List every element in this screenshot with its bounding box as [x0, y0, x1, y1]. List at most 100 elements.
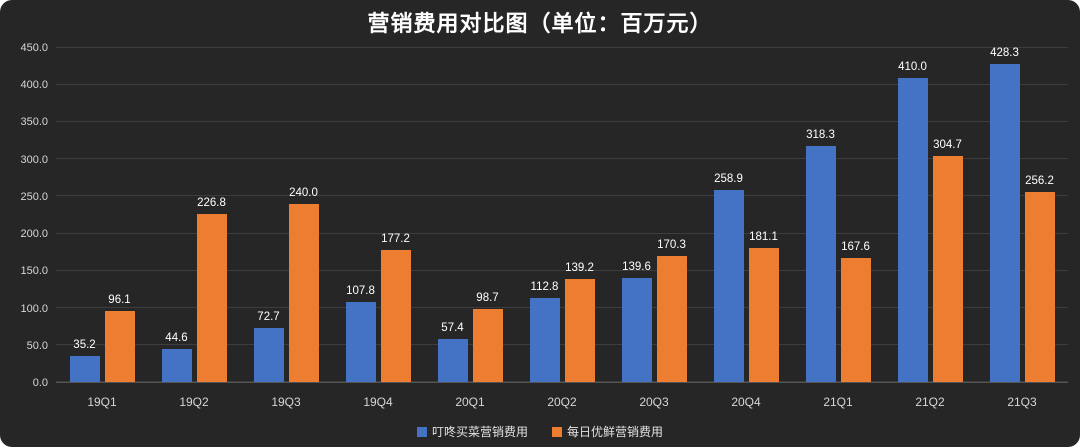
- bar-series-0: 139.6: [621, 261, 652, 382]
- bar-series-1: 181.1: [748, 231, 779, 382]
- y-tick-label: 0.0: [32, 377, 48, 389]
- bar-value-label: 304.7: [933, 138, 962, 151]
- bar-series-0: 44.6: [161, 332, 192, 382]
- bar-series-1: 256.2: [1024, 175, 1055, 382]
- x-tick-label: 19Q3: [271, 395, 301, 409]
- x-tick-label: 21Q3: [1007, 395, 1037, 409]
- legend: 叮咚买菜营销费用 每日优鲜营销费用: [0, 423, 1080, 440]
- bar-group: 258.9 181.1: [700, 48, 792, 382]
- bar-series-0: 112.8: [529, 281, 560, 382]
- bar-group: 428.3 256.2: [976, 47, 1068, 382]
- bar-value-label: 226.8: [197, 196, 226, 209]
- bar-value-label: 258.9: [714, 172, 743, 185]
- bar-value-label: 428.3: [990, 47, 1019, 60]
- y-tick-label: 100.0: [20, 302, 48, 315]
- gridline: [56, 343, 1068, 345]
- bar-value-label: 170.3: [657, 238, 686, 251]
- bar-series-1: 240.0: [288, 187, 319, 382]
- bar-value-label: 240.0: [289, 186, 318, 199]
- gridline: [56, 381, 1068, 382]
- gridline: [56, 84, 1068, 86]
- gridline: [56, 121, 1068, 123]
- x-tick-label: 19Q2: [179, 395, 209, 409]
- bar-value-label: 177.2: [381, 233, 410, 246]
- bar-series-1: 170.3: [656, 239, 687, 382]
- bar-value-label: 181.1: [749, 230, 778, 243]
- bar-series-1: 226.8: [196, 197, 227, 382]
- gridline: [56, 232, 1068, 234]
- bar-group: 112.8 139.2: [516, 48, 608, 382]
- y-tick-label: 300.0: [20, 153, 48, 166]
- bar-series-1: 96.1: [104, 294, 135, 382]
- bar-value-label: 318.3: [806, 128, 835, 141]
- bar-series-0: 107.8: [345, 285, 376, 382]
- x-tick-label: 20Q1: [455, 395, 485, 409]
- gridline: [56, 269, 1068, 271]
- x-tick-label: 21Q2: [915, 395, 945, 409]
- bar-series-1: 304.7: [932, 139, 963, 382]
- bar-series-0: 318.3: [805, 129, 836, 382]
- gridline: [56, 195, 1068, 197]
- bar-value-label: 107.8: [346, 285, 375, 297]
- x-tick-label: 20Q2: [547, 395, 577, 409]
- bar-value-label: 44.6: [165, 331, 188, 344]
- bar-series-0: 410.0: [897, 61, 928, 382]
- gridline: [56, 158, 1068, 160]
- legend-label: 叮咚买菜营销费用: [431, 425, 528, 439]
- x-tick-label: 21Q1: [823, 395, 853, 409]
- bar-value-label: 256.2: [1025, 174, 1054, 187]
- x-tick-label: 20Q4: [731, 395, 761, 409]
- bar-value-label: 57.4: [441, 322, 464, 335]
- gridline: [56, 306, 1068, 308]
- legend-swatch: [416, 426, 427, 437]
- legend-swatch: [552, 426, 562, 437]
- y-tick-label: 400.0: [20, 79, 48, 92]
- bar-group: 107.8 177.2: [332, 48, 424, 382]
- bar-value-label: 112.8: [530, 281, 559, 294]
- bar-group: 72.7 240.0: [240, 48, 332, 382]
- bar-group: 44.6 226.8: [148, 48, 240, 382]
- bar-group: 139.6 170.3: [608, 48, 700, 382]
- y-tick-label: 50.0: [26, 339, 48, 352]
- y-tick-label: 150.0: [20, 265, 48, 278]
- bar-group: 410.0 304.7: [884, 48, 976, 382]
- bar-series-0: 72.7: [253, 311, 284, 382]
- bar-value-label: 96.1: [108, 293, 131, 306]
- bar-series-1: 177.2: [380, 233, 411, 382]
- chart-title: 营销费用对比图（单位：百万元）: [367, 11, 713, 36]
- bar-series-1: 98.7: [472, 292, 503, 382]
- x-tick-label: 20Q3: [639, 395, 669, 409]
- y-tick-label: 250.0: [20, 190, 48, 203]
- bar-series-0: 57.4: [437, 322, 468, 382]
- bar-value-label: 98.7: [476, 291, 499, 304]
- bar-value-label: 167.6: [841, 240, 870, 253]
- y-tick-label: 350.0: [20, 116, 48, 129]
- legend-item: 每日优鲜营销费用: [552, 423, 663, 440]
- bar-series-0: 428.3: [989, 47, 1020, 382]
- bar-groups: 35.2 96.1 44.6 226.8 72.7 240.0 107.8 177.2 57.4…: [56, 47, 1068, 382]
- bar-value-label: 139.6: [622, 261, 651, 274]
- x-tick-label: 19Q1: [87, 395, 117, 409]
- x-tick-label: 19Q4: [363, 395, 393, 409]
- bar-series-1: 139.2: [564, 262, 595, 382]
- gridline: [56, 47, 1068, 48]
- legend-item: 叮咚买菜营销费用: [416, 423, 528, 440]
- bar-value-label: 35.2: [73, 338, 96, 351]
- bar-series-0: 258.9: [713, 173, 744, 382]
- y-axis: 0.0 50.0 100.0 150.0 200.0 250.0 300.0 350.0 400…: [10, 42, 56, 389]
- bar-group: 35.2 96.1: [56, 48, 148, 382]
- plot-area: 35.2 96.1 44.6 226.8 72.7 240.0 107.8 177.2 57.4…: [56, 47, 1068, 383]
- y-tick-label: 200.0: [20, 228, 48, 241]
- bar-group: 57.4 98.7: [424, 48, 516, 382]
- bar-value-label: 410.0: [898, 60, 927, 73]
- bar-series-0: 35.2: [69, 339, 100, 382]
- chart-body: 0.0 50.0 100.0 150.0 200.0 250.0 300.0 350.0 400…: [10, 42, 1068, 389]
- bar-value-label: 72.7: [257, 311, 280, 324]
- legend-label: 每日优鲜营销费用: [567, 425, 664, 439]
- y-tick-label: 450.0: [20, 42, 48, 54]
- x-axis: 19Q1 19Q2 19Q3 19Q4 20Q1 20Q2 20Q3 20Q4 21Q1 21Q2…: [56, 395, 1068, 409]
- bar-value-label: 139.2: [565, 261, 594, 274]
- bar-group: 318.3 167.6: [792, 48, 884, 382]
- bar-series-1: 167.6: [840, 241, 871, 382]
